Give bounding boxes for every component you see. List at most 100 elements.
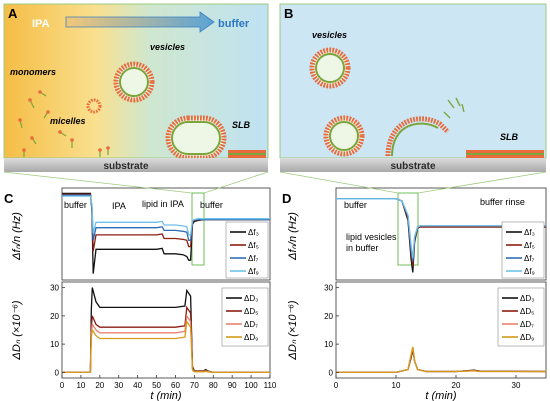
panel-d-xlabel: t (min) [425,390,457,401]
annotation-buffer-c1: buffer [64,200,87,210]
slb-label: SLB [232,120,251,130]
legend-d5-d: ΔD₅ [520,307,534,316]
x-tick-label: 90 [228,381,237,390]
legend-f5-c: Δf₅ [248,241,259,250]
annotation-lipid-ipa-c: lipid in IPA [142,199,184,209]
x-tick-label: 50 [152,381,161,390]
panel-a-letter: A [8,6,18,21]
d-bottom-series-2 [336,348,547,374]
legend-d3-c: ΔD₃ [244,294,258,303]
x-tick-label: 100 [244,381,258,390]
slb-label-b: SLB [500,132,519,142]
panel-d-bottom-series [336,346,547,374]
x-tick-label: 40 [133,381,142,390]
panel-b-letter: B [284,6,293,21]
y-tick-label: 30 [50,284,59,293]
y-tick-label: 30 [324,284,333,293]
micelles-label: micelles [50,116,86,126]
c-top-series-4 [62,195,270,236]
panel-c-bottom-ylabel: ΔDₙ (×10⁻⁶) [11,300,23,360]
monomers-label: monomers [10,67,56,77]
legend-f9-c: Δf₉ [248,267,259,276]
annotation-buffer-d: buffer [344,200,367,210]
x-tick-label: 60 [171,381,180,390]
legend-d9-d: ΔD₉ [520,333,534,342]
c-top-series-3 [62,194,270,241]
substrate-a [4,158,268,172]
connector-b-left [279,171,399,194]
x-tick-label: 110 [264,381,277,390]
y-tick-label: 0 [329,368,334,377]
x-tick-label: 70 [190,381,199,390]
legend-f9-d: Δf₉ [524,267,535,276]
y-tick-label: 20 [324,312,333,321]
x-tick-label: 20 [95,381,104,390]
panel-d-top-frame [335,187,547,281]
panel-d-legend-f: Δf₃ Δf₅ Δf₇ Δf₉ [501,221,545,279]
panel-d-bottom-frame [335,281,547,379]
x-tick-label: 10 [76,381,85,390]
panel-c-top-ylabel: Δfₙ/n (Hz) [11,212,23,261]
annotation-buffer-rinse-d: buffer rinse [480,197,525,207]
panel-d-highlight-box [397,192,419,266]
panel-c-letter: C [4,191,14,206]
annotation-lipid-vesicles-d: lipid vesicles in buffer [346,232,399,253]
legend-d9-c: ΔD₉ [244,333,258,342]
panel-c-top-frame [61,187,271,281]
panel-d-legend-d: ΔD₃ ΔD₅ ΔD₇ ΔD₉ [497,287,545,347]
y-tick-label: 0 [55,368,60,377]
panel-d-xticks: 0 10 20 30 [334,375,521,390]
panel-d-top-series [336,198,546,273]
y-tick-label: 10 [50,340,59,349]
panel-c: C Δfₙ/n (Hz) ΔDₙ (×10⁻⁶) t (min) buffer … [4,187,277,401]
vesicle [113,61,155,103]
monomers-group [18,90,110,157]
d-top-series-4 [336,198,546,259]
panel-d: D Δfₙ/n (Hz) ΔDₙ (×10⁻⁶) t (min) buffer … [282,187,547,401]
ipa-label: IPA [32,18,50,30]
c-bottom-series-4 [62,319,270,374]
x-tick-label: 10 [392,381,401,390]
panel-d-bottom-ylabel: ΔDₙ (×10⁻⁶) [287,300,299,360]
legend-f5-d: Δf₅ [524,241,535,250]
x-tick-label: 30 [512,381,521,390]
connector-a-left [3,171,193,194]
panel-c-top-series [62,192,270,274]
annotation-ipa-c: IPA [112,201,126,211]
panel-c-bottom-yticks: 0 10 20 30 [50,284,65,377]
x-tick-label: 0 [60,381,65,390]
annotation-buffer-c2: buffer [200,200,223,210]
panel-c-bottom-frame [61,281,271,379]
panel-c-legend-d: ΔD₃ ΔD₅ ΔD₇ ΔD₉ [221,287,269,347]
x-tick-label: 80 [209,381,218,390]
legend-f7-d: Δf₇ [524,254,535,263]
legend-f3-d: Δf₃ [524,228,535,237]
connector-b-right [417,171,547,194]
panel-d-letter: D [282,191,291,206]
panel-c-bottom-series [62,287,270,374]
d-bottom-series-1 [336,349,547,374]
x-tick-label: 0 [334,381,339,390]
connector-a-right [203,171,269,194]
vesicle-b-adsorbed [323,115,365,157]
legend-d7-d: ΔD₇ [520,320,534,329]
y-tick-label: 20 [50,312,59,321]
legend-d7-c: ΔD₇ [244,320,258,329]
legend-f7-c: Δf₇ [248,254,259,263]
x-tick-label: 20 [452,381,461,390]
buffer-label: buffer [218,18,250,30]
micelle [86,98,102,114]
y-tick-label: 10 [324,340,333,349]
d-bottom-series-4 [336,346,546,374]
panel-c-xticks: 0 10 20 30 40 50 60 70 80 90 100 110 [60,375,277,390]
panel-b: B vesicles SLB substrate [279,3,547,172]
legend-d3-d: ΔD₃ [520,294,534,303]
ipa-to-buffer-arrow [65,11,215,33]
substrate-a-label: substrate [103,161,148,172]
panel-c-legend-f: Δf₃ Δf₅ Δf₇ Δf₉ [225,221,269,279]
adsorbed-vesicle [165,115,227,161]
substrate-b-label: substrate [390,161,435,172]
vesicles-label-b: vesicles [312,30,347,40]
legend-f3-c: Δf₃ [248,228,259,237]
